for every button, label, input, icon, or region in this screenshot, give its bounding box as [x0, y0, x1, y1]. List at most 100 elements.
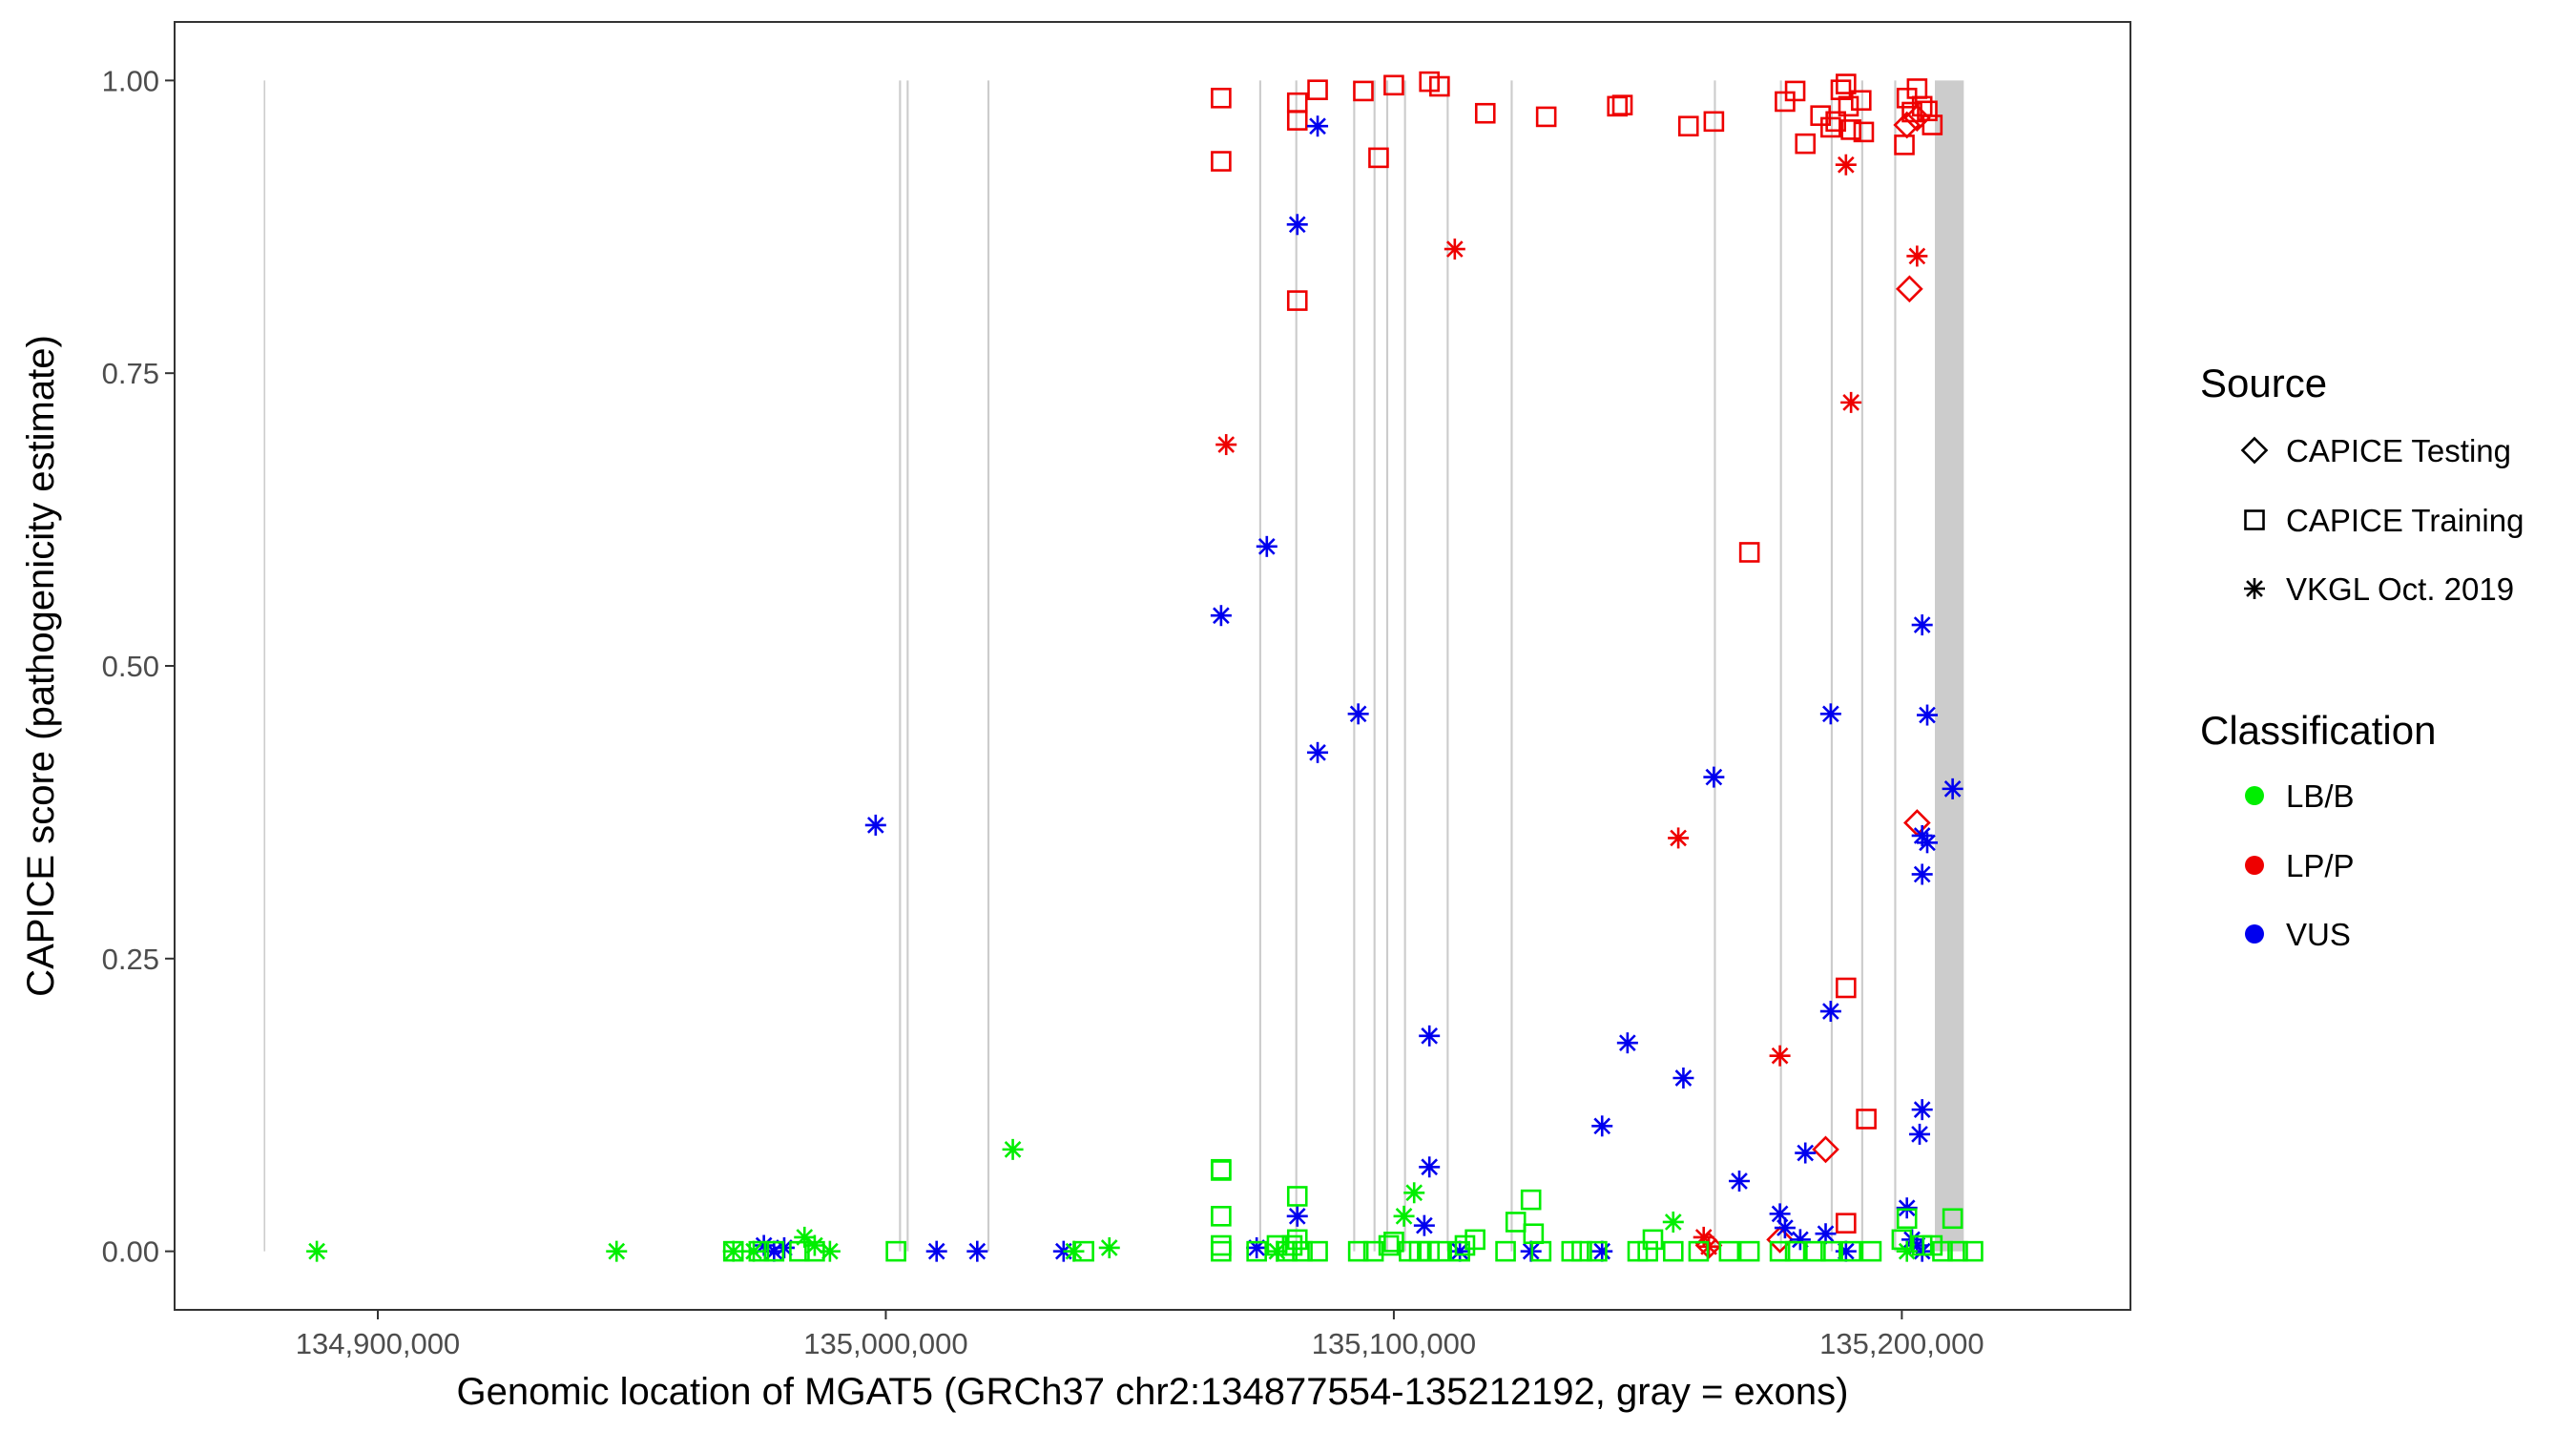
data-point: [1637, 1240, 1658, 1262]
data-point: [1611, 94, 1633, 115]
data-point: [1830, 79, 1852, 100]
x-axis: 134,900,000 135,000,000 135,100,000 135,200…: [296, 1310, 1984, 1360]
exon-band: [987, 80, 990, 1252]
data-point: [1917, 832, 1939, 854]
data-point: [1378, 1234, 1400, 1256]
data-point: [1820, 116, 1841, 138]
data-point: [1215, 434, 1237, 456]
data-point: [1703, 111, 1725, 133]
data-point: [1520, 1189, 1542, 1211]
exon-band: [1385, 80, 1389, 1252]
data-point: [1256, 535, 1278, 557]
data-point: [1911, 614, 1933, 636]
data-point: [1911, 1099, 1933, 1121]
data-point: [1211, 1240, 1232, 1262]
legend-classification-title: Classification: [2200, 708, 2436, 753]
exon-band: [1373, 80, 1376, 1252]
data-point: [748, 1240, 770, 1262]
data-point: [1860, 1240, 1882, 1262]
data-point: [1795, 1142, 1817, 1164]
legend-label: VKGL Oct. 2019: [2286, 571, 2514, 607]
data-point: [1307, 741, 1329, 763]
exon-band: [263, 80, 266, 1252]
data-point: [1703, 766, 1725, 788]
data-point: [1896, 1197, 1918, 1219]
data-point: [1718, 1240, 1740, 1262]
data-point: [1073, 1240, 1094, 1262]
data-point: [1246, 1236, 1268, 1258]
data-point: [1906, 245, 1928, 267]
data-point: [1738, 1240, 1760, 1262]
data-point: [1819, 1001, 1841, 1023]
data-point: [743, 1240, 765, 1262]
data-point: [722, 1240, 744, 1262]
exon-band: [1779, 80, 1782, 1252]
exon-band: [1353, 80, 1356, 1252]
x-axis-title: Genomic location of MGAT5 (GRCh37 chr2:1…: [457, 1371, 1849, 1413]
data-point: [1853, 121, 1875, 143]
x-tick-label: 135,200,000: [1819, 1327, 1984, 1360]
y-tick-label: 0.00: [102, 1235, 159, 1269]
y-tick-label: 0.25: [102, 943, 159, 976]
exon-band: [906, 80, 909, 1252]
data-point: [966, 1240, 988, 1262]
data-point: [1286, 1229, 1308, 1251]
data-point: [1642, 1229, 1664, 1251]
data-point: [1893, 111, 1922, 139]
data-point: [1505, 1212, 1527, 1233]
data-point: [1911, 863, 1933, 885]
data-point: [763, 1240, 785, 1262]
data-point: [925, 1240, 947, 1262]
data-point: [1362, 1240, 1384, 1262]
exon-band: [1258, 80, 1261, 1252]
data-point: [1429, 1240, 1450, 1262]
data-point: [1535, 106, 1557, 128]
y-tick-label: 0.75: [102, 357, 159, 390]
data-points: [306, 71, 1984, 1262]
data-point: [1286, 214, 1308, 236]
data-point: [1774, 1217, 1796, 1239]
x-tick-label: 135,000,000: [803, 1327, 967, 1360]
data-point: [1840, 1240, 1861, 1262]
data-point: [1840, 119, 1861, 140]
data-point: [1838, 95, 1859, 117]
data-point: [1891, 1229, 1913, 1251]
data-point: [1571, 1240, 1592, 1262]
data-point: [864, 814, 886, 836]
data-point: [1769, 1240, 1791, 1262]
data-point: [1368, 147, 1389, 169]
exon-band: [1510, 80, 1513, 1252]
data-point: [1286, 290, 1308, 311]
legend-label: LB/B: [2286, 778, 2355, 814]
data-point: [1784, 1240, 1806, 1262]
data-point: [1286, 1186, 1308, 1207]
data-point: [1688, 1240, 1710, 1262]
data-point: [1211, 1206, 1232, 1227]
exon-band: [1295, 80, 1298, 1252]
legend: Source CAPICE Testing CAPICE Training VKGL …: [2200, 361, 2524, 952]
legend-label: VUS: [2286, 917, 2351, 952]
data-point: [1210, 605, 1232, 627]
data-point: [1307, 79, 1328, 100]
data-point: [606, 1240, 628, 1262]
data-point: [1211, 1160, 1232, 1181]
exon-band: [1830, 80, 1833, 1252]
data-point: [1963, 1240, 1984, 1262]
legend-label: LP/P: [2286, 848, 2355, 883]
data-point: [1738, 542, 1760, 563]
data-point: [1856, 1109, 1877, 1130]
data-point: [1662, 1240, 1684, 1262]
y-axis: 0.00 0.25 0.50 0.75 1.00: [102, 64, 175, 1269]
data-point: [1413, 1214, 1435, 1236]
data-point: [1835, 154, 1857, 176]
legend-label: CAPICE Training: [2286, 503, 2524, 538]
data-point: [1419, 1156, 1441, 1178]
data-point: [1449, 1240, 1470, 1262]
y-tick-label: 1.00: [102, 64, 159, 97]
data-point: [1795, 133, 1817, 155]
data-point: [1942, 1208, 1963, 1230]
data-point: [1820, 1240, 1841, 1262]
data-point: [1668, 827, 1690, 849]
legend-key-square: [2244, 509, 2265, 530]
data-point: [1840, 391, 1862, 413]
